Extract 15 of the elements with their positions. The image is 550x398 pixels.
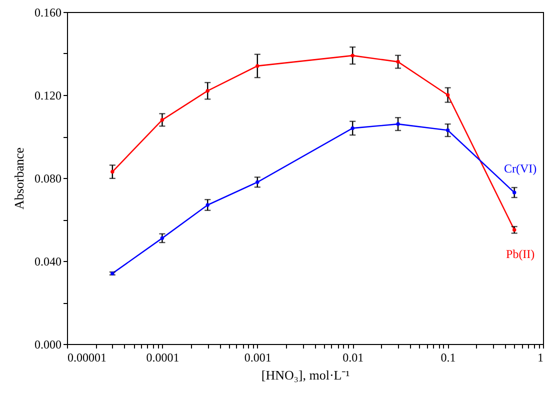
x-tick-label: 0.1 xyxy=(440,350,456,364)
x-tick-label: 0.01 xyxy=(342,350,364,364)
y-tick-label: 0.120 xyxy=(34,88,62,102)
y-axis-title: Absorbance xyxy=(12,147,26,210)
y-tick-label: 0.040 xyxy=(34,254,62,268)
y-tick-label: 0.080 xyxy=(34,172,62,186)
x-tick-label: 0.00001 xyxy=(68,350,106,364)
series-label: Cr(VI) xyxy=(504,162,537,176)
series-label: Pb(II) xyxy=(506,246,535,261)
x-tick-label: 0.0001 xyxy=(146,350,180,364)
y-tick-label: 0.000 xyxy=(34,338,62,352)
x-axis-title: [HNO₃], mol·L⁻¹ xyxy=(261,368,350,382)
y-tick-label: 0.160 xyxy=(34,6,62,20)
x-tick-label: 1 xyxy=(538,350,544,364)
x-tick-label: 0.001 xyxy=(244,350,272,364)
